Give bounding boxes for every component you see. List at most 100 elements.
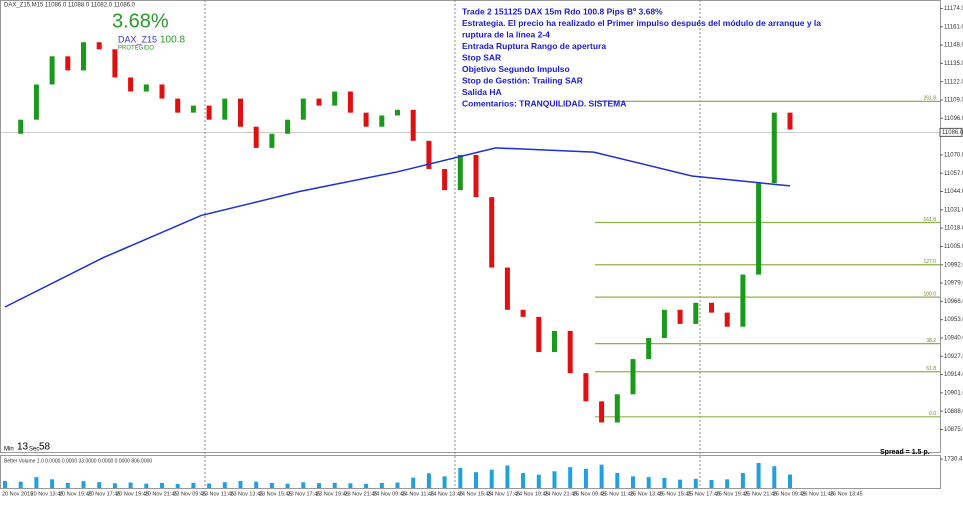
volume-bar [348, 483, 353, 488]
x-tick-label: 24 Nov 17:45 [487, 491, 520, 497]
x-tick-label: 25 Nov 17:45 [687, 491, 720, 497]
fib-level-label: 161.8 [923, 217, 936, 223]
x-tick-label: 25 Nov 19:45 [716, 491, 749, 497]
candle [238, 98, 243, 127]
x-tick-label: 20 Nov 2015 [2, 491, 33, 497]
volume-bar [442, 476, 447, 488]
pips: 100.8 [160, 35, 185, 46]
candle [379, 115, 385, 127]
y-tick-label: 10901.0 [944, 390, 963, 396]
candle [787, 112, 793, 130]
x-tick-label: 23 Nov 11:45 [202, 491, 234, 497]
volume-bar [317, 483, 321, 488]
x-tick-label: 25 Nov 15:45 [659, 491, 692, 497]
note-line: Estrategia. El precio ha realizado el Pr… [462, 18, 821, 28]
note-line: Comentarios: TRANQUILIDAD. SISTEMA [462, 98, 626, 108]
x-tick-label: 26 Nov 11:45 [801, 491, 833, 497]
y-tick-label: 11018.0 [944, 226, 963, 232]
candle [285, 119, 291, 134]
instrument: DAX_Z15 [118, 34, 157, 44]
volume-bar [207, 483, 212, 488]
volume-bar [269, 483, 274, 488]
y-tick-label: 11005.0 [944, 244, 963, 250]
candle [614, 394, 620, 423]
timer-min-label: Min [4, 447, 14, 453]
x-tick-label: 26 Nov 13:45 [830, 491, 863, 497]
y-tick-label: 10875.0 [944, 427, 963, 433]
x-tick-label: 20 Nov 13:45 [31, 491, 64, 497]
volume-bar [81, 481, 86, 488]
candle [33, 84, 39, 120]
volume-label: Better Volume 1.0 0.0000 0.0000 33.0000 … [4, 458, 152, 464]
volume-bar [97, 482, 102, 488]
candle [175, 98, 181, 113]
y-tick-label: 11070.0 [944, 152, 963, 158]
y-tick-label: 10914.0 [944, 372, 963, 378]
candle [18, 119, 24, 134]
candle [740, 274, 746, 327]
volume-bar [552, 471, 557, 488]
y-tick-label: 11122.0 [944, 79, 963, 85]
volume-bar [160, 483, 164, 488]
candle [630, 359, 636, 395]
candle [269, 133, 275, 148]
x-tick-label: 23 Nov 09:45 [173, 491, 206, 497]
fib-level-label: 261.8 [923, 96, 936, 102]
last-price-label: 11086.0 [942, 130, 963, 136]
x-tick-label: 24 Nov 11:45 [402, 491, 434, 497]
volume-bar [568, 467, 573, 488]
note-line: Objetivo Segundo Impulso [462, 64, 570, 74]
volume-bar [222, 482, 227, 488]
fib-level-label: 0.0 [929, 411, 936, 417]
candle [771, 112, 777, 184]
notes: Trade 2 151125 DAX 15m Rdo 100.8 Pips Bº… [462, 6, 821, 108]
volume-pane [0, 455, 941, 489]
y-tick-label: 11148.0 [944, 43, 963, 49]
volume-bar [34, 477, 39, 488]
result-pct: 3.68% [112, 10, 169, 32]
timer-sec-label: Sec [29, 447, 39, 453]
volume-bar [599, 464, 604, 488]
candle [442, 168, 448, 191]
note-line: Entrada Ruptura Rango de apertura [462, 41, 606, 51]
volume-bar [646, 477, 651, 488]
moving-average [4, 147, 791, 308]
y-tick-label: 11044.0 [944, 189, 963, 195]
x-tick-label: 20 Nov 21:45 [145, 491, 178, 497]
fib-level-label: 38.2 [926, 338, 936, 344]
y-tick-label: 11031.0 [944, 207, 963, 213]
timer-min: 13 [17, 442, 29, 453]
y-tick-label: 10979.0 [944, 281, 963, 287]
x-tick-label: 24 Nov 09:45 [373, 491, 406, 497]
fib-level-label: 61.8 [926, 366, 936, 372]
y-tick-label: 10927.0 [944, 354, 963, 360]
y-tick-label: 10966.0 [944, 299, 963, 305]
candle [81, 42, 86, 71]
candle [661, 309, 667, 338]
y-tick-label: 11109.0 [944, 98, 963, 104]
candle [112, 49, 118, 78]
candle [65, 56, 71, 71]
x-tick-label: 23 Nov 13:45 [230, 491, 263, 497]
volume-bar [238, 481, 243, 488]
x-tick-label: 24 Nov 15:45 [459, 491, 492, 497]
y-tick-label: 11096.0 [944, 116, 963, 122]
y-tick-label: 10953.0 [944, 317, 963, 323]
candle [128, 77, 134, 92]
volume-bar [756, 463, 761, 488]
volume-bar [505, 465, 510, 488]
candle [222, 98, 228, 120]
volume-bar [458, 468, 463, 488]
candle [646, 337, 652, 360]
volume-bar [18, 481, 23, 488]
candle [756, 183, 762, 275]
volume-bar [521, 473, 526, 488]
x-tick-label: 25 Nov 09:45 [573, 491, 606, 497]
plot: 11174.0 11161.0 11148.0 11135.0 11122.0 11109… [0, 6, 963, 497]
candle [473, 154, 479, 198]
volume-bar [50, 479, 55, 488]
candle [143, 84, 149, 92]
note-line: Salida HA [462, 87, 502, 97]
volume-bar [254, 481, 259, 488]
status: PROTEGIDO [118, 46, 154, 52]
